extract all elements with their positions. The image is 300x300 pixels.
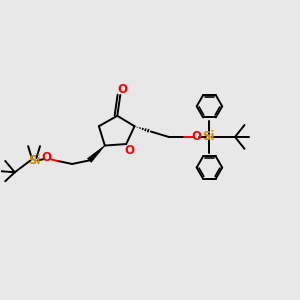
Text: O: O	[191, 130, 201, 143]
Polygon shape	[88, 146, 105, 162]
Text: O: O	[41, 151, 51, 164]
Text: O: O	[118, 83, 128, 96]
Text: Si: Si	[28, 154, 40, 167]
Text: Si: Si	[202, 130, 215, 143]
Text: O: O	[124, 144, 134, 157]
